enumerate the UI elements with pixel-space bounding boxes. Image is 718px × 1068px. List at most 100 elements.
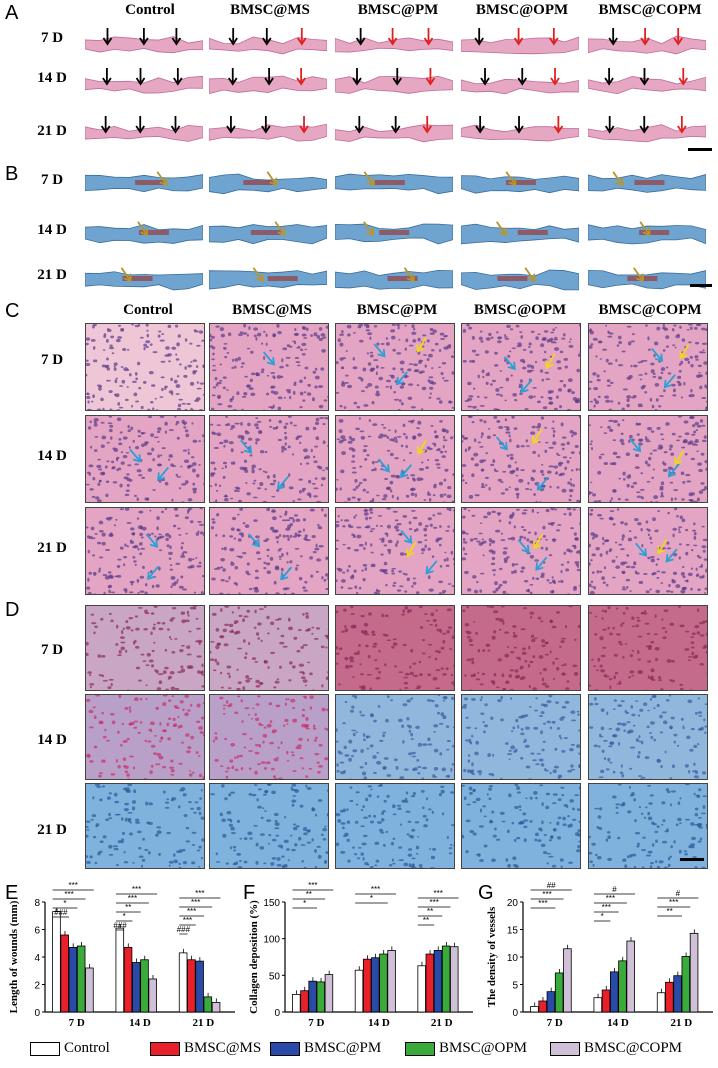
nucleus	[88, 464, 94, 468]
nucleus	[701, 812, 707, 815]
nucleus	[640, 812, 644, 815]
nucleus	[93, 631, 96, 635]
nucleus	[515, 718, 519, 723]
bar	[195, 960, 204, 1013]
nucleus	[654, 382, 660, 387]
nucleus	[468, 416, 472, 418]
nucleus	[540, 843, 546, 848]
bar	[308, 980, 317, 1013]
nucleus	[450, 436, 454, 440]
nucleus	[650, 369, 655, 374]
nucleus	[362, 834, 368, 837]
nucleus	[238, 779, 241, 780]
yellow-arrow	[533, 533, 544, 550]
nucleus	[159, 396, 164, 398]
nucleus	[281, 519, 287, 522]
nucleus	[597, 513, 603, 517]
nucleus	[337, 818, 342, 823]
nucleus	[408, 835, 413, 838]
nucleus	[352, 488, 357, 491]
nucleus	[353, 534, 356, 538]
y-tick-label: 6	[34, 926, 40, 937]
nucleus	[570, 764, 574, 768]
nucleus	[495, 529, 501, 533]
nucleus	[300, 348, 304, 352]
nucleus	[408, 363, 414, 365]
nucleus	[665, 788, 670, 792]
nucleus	[239, 837, 243, 840]
nucleus	[669, 777, 673, 779]
nucleus	[187, 565, 193, 569]
nucleus	[467, 381, 472, 386]
nucleus	[157, 454, 160, 458]
nucleus	[282, 724, 286, 727]
nucleus	[554, 747, 558, 751]
nucleus	[193, 591, 196, 594]
nucleus	[407, 609, 413, 613]
nucleus	[322, 837, 327, 841]
nucleus	[623, 729, 626, 733]
nucleus	[427, 575, 431, 580]
nucleus	[308, 479, 312, 484]
nucleus	[132, 556, 136, 559]
nucleus	[574, 444, 579, 448]
nucleus	[636, 619, 641, 622]
nucleus	[448, 400, 452, 404]
nucleus	[99, 798, 103, 802]
nucleus	[540, 416, 545, 420]
nucleus	[140, 653, 145, 656]
nucleus	[310, 334, 313, 337]
nucleus	[443, 439, 448, 442]
nucleus	[357, 376, 362, 380]
nucleus	[175, 562, 181, 565]
nucleus	[363, 738, 366, 742]
nucleus	[110, 335, 115, 339]
nucleus	[617, 335, 622, 340]
nucleus	[210, 423, 214, 426]
nucleus	[491, 858, 496, 863]
nucleus	[513, 427, 518, 430]
nucleus	[248, 750, 253, 752]
nucleus	[357, 650, 360, 653]
nucleus	[144, 441, 149, 444]
nucleus	[405, 494, 410, 498]
nucleus	[376, 494, 380, 497]
nucleus	[249, 837, 253, 840]
nucleus	[259, 450, 265, 454]
nucleus	[196, 627, 201, 630]
red-arrow	[296, 68, 306, 86]
nucleus	[138, 679, 142, 682]
nucleus	[678, 606, 681, 609]
nucleus	[523, 607, 528, 610]
nucleus	[200, 591, 204, 594]
nucleus	[264, 450, 268, 454]
nucleus	[295, 436, 299, 441]
nucleus	[187, 498, 193, 502]
nucleus	[560, 563, 564, 566]
nucleus	[187, 364, 192, 368]
nucleus	[374, 841, 380, 845]
nucleus	[122, 757, 127, 761]
x-tick-label: 14 D	[607, 1017, 629, 1029]
nucleus	[520, 570, 524, 573]
nucleus	[91, 814, 97, 818]
nucleus	[479, 522, 483, 524]
nucleus	[621, 773, 624, 778]
nucleus	[242, 551, 247, 555]
nucleus	[428, 808, 432, 811]
nucleus	[554, 326, 557, 329]
nucleus	[477, 672, 480, 674]
nucleus	[608, 678, 613, 681]
nucleus	[491, 556, 496, 561]
nucleus	[479, 418, 483, 422]
nucleus	[519, 379, 523, 383]
black-arrow	[480, 68, 490, 86]
nucleus	[537, 429, 540, 431]
nucleus	[165, 688, 169, 690]
nucleus	[198, 845, 202, 849]
nucleus	[660, 582, 663, 584]
nucleus	[473, 438, 477, 443]
nucleus	[158, 755, 164, 760]
nucleus	[510, 697, 513, 700]
red-region	[639, 230, 670, 235]
